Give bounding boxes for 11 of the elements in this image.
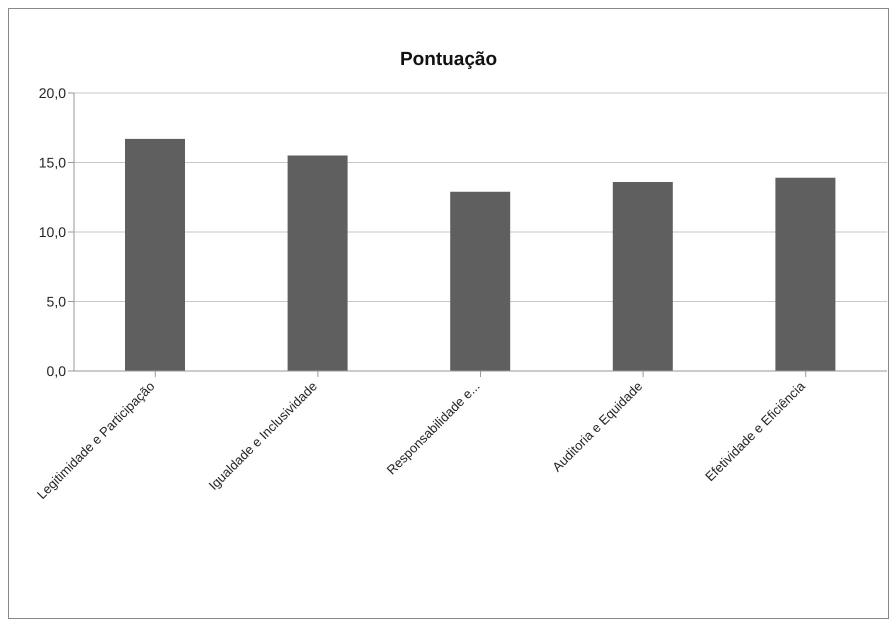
bar	[125, 138, 185, 371]
y-tick-label: 0,0	[46, 362, 66, 379]
bar	[450, 192, 510, 371]
y-tick-label: 15,0	[38, 154, 66, 170]
bar	[612, 182, 673, 371]
bar	[288, 156, 348, 371]
y-tick-label: 5,0	[46, 293, 66, 310]
y-tick-label: 20,0	[38, 84, 66, 101]
y-tick-label: 10,0	[38, 224, 66, 240]
bar	[775, 178, 836, 371]
chart-title: Pontuação	[398, 49, 498, 71]
